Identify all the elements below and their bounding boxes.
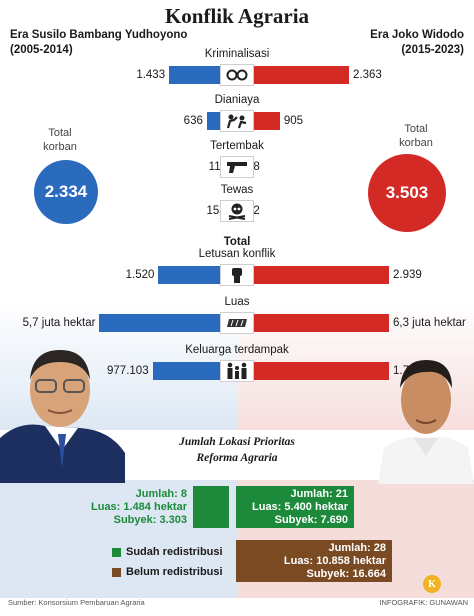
page-title: Konflik Agraria [164,4,310,28]
total-label-2: Keluarga terdampak [185,344,289,356]
total-bar-sby-2 [152,362,237,380]
total-value-jokowi-0: 2.939 [393,269,422,281]
reforma-title-line1: Jumlah Lokasi Prioritas [179,436,295,448]
credit-note: INFOGRAFIK: GUNAWAN [379,598,468,607]
total-value-sby-1: 5,7 juta hektar [22,317,96,329]
legend-not-redistributed: Belum redistribusi [112,566,223,578]
jokowi-not-redistributed-block [236,540,392,582]
era-jokowi-years: (2015-2023) [401,44,464,56]
sby-jumlah: Jumlah: 8 [135,488,187,500]
victim-label-0: Kriminalisasi [204,48,270,60]
jokowi-redistributed-stats: Jumlah: 21 Luas: 5.400 hektar Subyek: 7.… [240,488,348,527]
total-korban-sby-value: 2.334 [44,182,88,201]
sby-redistributed-stats: Jumlah: 8 Luas: 1.484 hektar Subyek: 3.3… [60,488,187,527]
land-icon [220,312,254,334]
jokowi-not-redistributed-stats: Jumlah: 28 Luas: 10.858 hektar Subyek: 1… [240,542,386,581]
total-korban-jokowi-value: 3.503 [385,183,429,202]
victim-value-jokowi-1: 905 [283,115,304,127]
victim-value-sby-1: 636 [183,115,203,127]
total-korban-label-line2: korban [399,137,433,149]
legend-label-not-redistributed: Belum redistribusi [126,566,223,578]
total-bar-jokowi-1 [237,314,389,332]
gun-icon [220,156,254,178]
era-sby-name: Era Susilo Bambang Yudhoyono [10,29,188,41]
beating-icon [220,110,254,132]
legend-swatch-redistributed [112,547,121,557]
era-sby: Era Susilo Bambang Yudhoyono (2005-2014) [10,28,187,58]
sby-luas: Luas: 1.484 hektar [91,501,187,513]
jokowi-portrait [378,360,474,484]
skull-icon [220,200,254,222]
legend-swatch-not-redistributed [112,567,121,577]
total-value-sby-0: 1.520 [125,269,155,281]
total-bar-jokowi-2 [237,362,389,380]
legend-redistributed: Sudah redistribusi [112,546,223,558]
jokowi-sudah-jumlah: Jumlah: 21 [290,488,348,500]
era-sby-years: (2005-2014) [10,44,73,56]
era-jokowi-name: Era Joko Widodo [370,29,464,41]
total-korban-sby-circle: 2.334 [34,160,98,224]
victim-label-2: Tertembak [210,140,264,152]
sby-portrait [0,350,125,483]
sby-redistributed-block [193,486,229,528]
victim-bar-jokowi-0 [237,66,349,84]
total-heading: Total [223,236,251,248]
total-bar-sby-1 [99,314,237,332]
jokowi-belum-subyek: Subyek: 16.664 [306,568,387,580]
total-label-0: Letusan konflik [198,248,276,260]
fist-icon [220,264,254,286]
total-value-jokowi-1: 6,3 juta hektar [393,317,466,329]
reforma-title-line2: Reforma Agraria [196,452,278,464]
jokowi-redistributed-block [236,486,354,528]
jokowi-belum-luas: Luas: 10.858 hektar [283,555,386,567]
victim-label-3: Tewas [220,184,254,196]
publisher-logo: K [423,575,441,593]
total-label-1: Luas [224,296,250,308]
victim-label-1: Dianiaya [214,94,260,106]
reforma-title: Jumlah Lokasi Prioritas Reforma Agraria [130,434,344,466]
total-korban-jokowi-circle: 3.503 [368,154,446,232]
jokowi-sudah-luas: Luas: 5.400 hektar [252,501,348,513]
total-bar-sby-0 [158,266,237,284]
total-value-sby-2: 977.103 [107,365,149,377]
total-bar-jokowi-0 [237,266,389,284]
victim-value-jokowi-0: 2.363 [353,69,382,81]
sby-subyek: Subyek: 3.303 [113,514,187,526]
family-icon [220,360,254,382]
source-note: Sumber: Konsorsium Pembaruan Agraria [8,598,145,607]
jokowi-belum-jumlah: Jumlah: 28 [328,542,386,554]
total-korban-label-line1: Total [404,123,428,135]
logo-letter: K [428,578,436,590]
victim-value-sby-0: 1.433 [136,69,166,81]
legend-label-redistributed: Sudah redistribusi [126,546,223,558]
total-korban-label-line1: Total [48,127,72,139]
jokowi-sudah-subyek: Subyek: 7.690 [274,514,348,526]
total-korban-jokowi-label: Total korban [386,122,446,150]
era-jokowi: Era Joko Widodo (2015-2023) [370,28,464,58]
handcuffs-icon [220,64,254,86]
total-korban-label-line2: korban [43,141,77,153]
total-korban-sby-label: Total korban [30,126,90,154]
